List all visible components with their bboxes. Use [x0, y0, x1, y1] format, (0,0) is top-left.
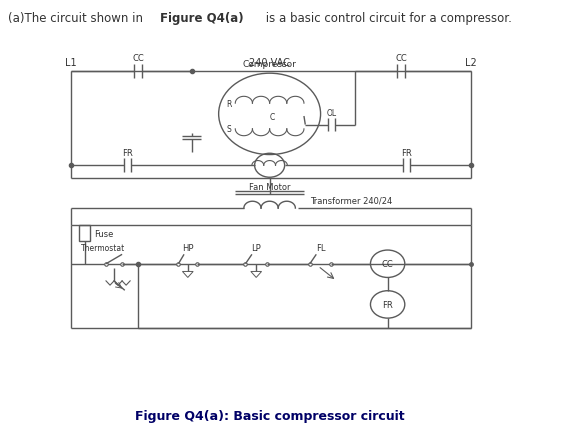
- Text: 240 VAC: 240 VAC: [249, 58, 290, 68]
- Text: Fan Motor: Fan Motor: [249, 183, 290, 192]
- Text: Transformer 240/24: Transformer 240/24: [310, 196, 392, 205]
- Text: FR: FR: [122, 148, 133, 157]
- Text: CC: CC: [133, 54, 144, 63]
- Text: Thermostat: Thermostat: [81, 243, 125, 252]
- Text: Fuse: Fuse: [94, 229, 113, 238]
- Text: LP: LP: [252, 243, 261, 252]
- Text: R: R: [226, 99, 232, 108]
- Text: Figure Q4(a): Figure Q4(a): [160, 12, 243, 25]
- Text: L2: L2: [465, 58, 477, 68]
- Text: Compressor: Compressor: [243, 60, 297, 69]
- Text: FL: FL: [316, 243, 325, 252]
- Text: Figure Q4(a): Basic compressor circuit: Figure Q4(a): Basic compressor circuit: [135, 409, 404, 422]
- Text: FR: FR: [401, 148, 412, 157]
- Text: CC: CC: [395, 54, 407, 63]
- Text: CC: CC: [382, 260, 394, 269]
- Text: C: C: [270, 112, 275, 121]
- Text: OL: OL: [326, 109, 336, 117]
- Text: is a basic control circuit for a compressor.: is a basic control circuit for a compres…: [262, 12, 512, 25]
- Text: FR: FR: [382, 300, 393, 309]
- Text: S: S: [227, 125, 231, 134]
- Text: L1: L1: [65, 58, 77, 68]
- Text: HP: HP: [182, 243, 193, 252]
- Text: (a)The circuit shown in: (a)The circuit shown in: [8, 12, 147, 25]
- Bar: [79, 226, 90, 242]
